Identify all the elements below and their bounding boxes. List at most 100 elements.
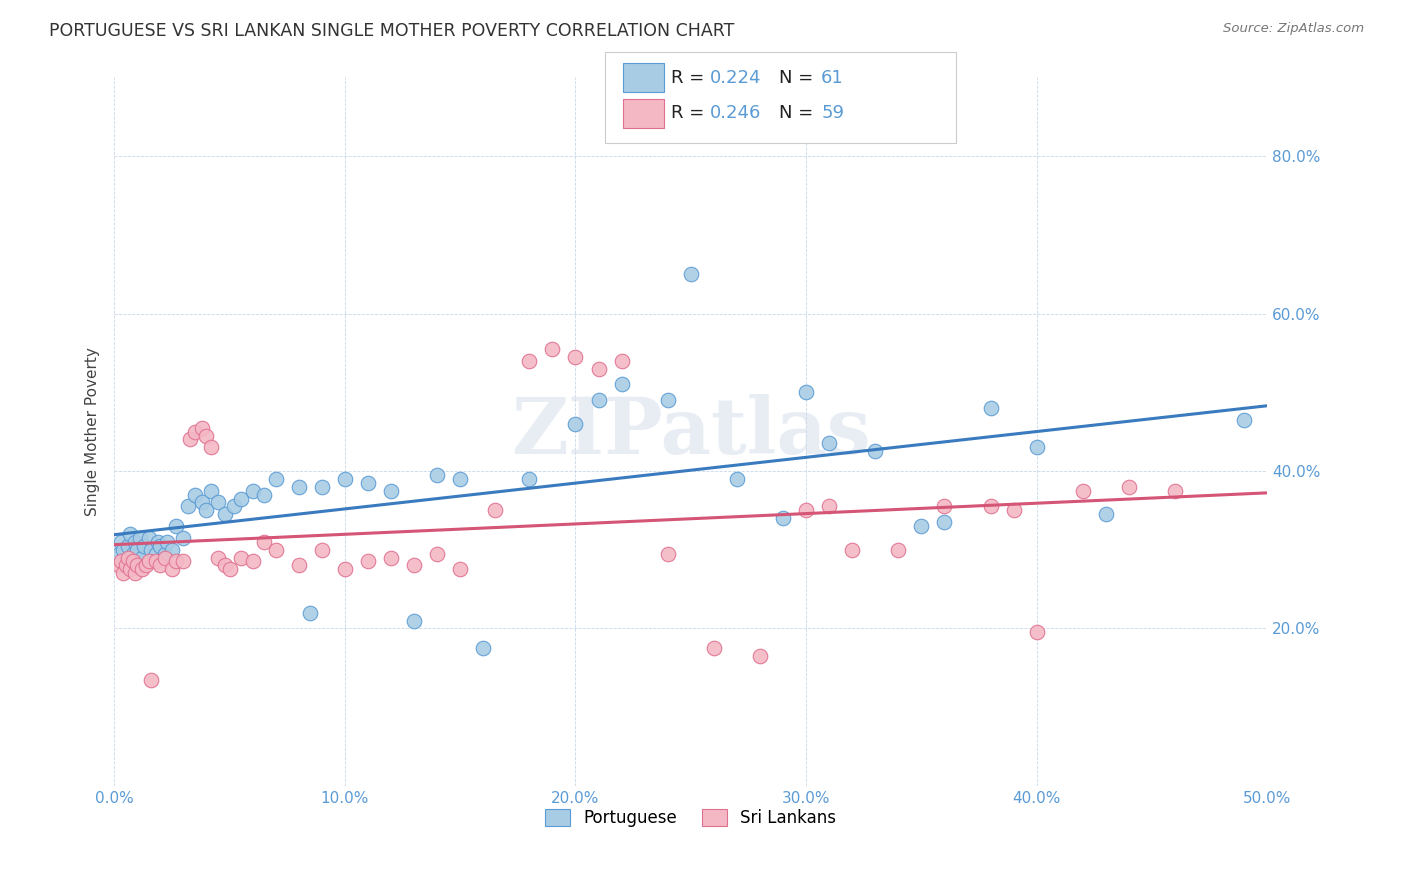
Point [139,673,162,687]
Point [139,542,162,557]
Point [166,554,188,568]
Point [980,401,1002,415]
Point [117,550,139,565]
Point [426,467,449,482]
Point [153,547,176,561]
Point [934,515,956,529]
Point [128,531,150,545]
Point [311,480,333,494]
Point [517,353,540,368]
Point [657,547,679,561]
Point [299,606,322,620]
Point [472,641,495,656]
Point [610,353,633,368]
Point [449,472,471,486]
Point [1002,503,1025,517]
Point [138,531,160,545]
Point [184,487,207,501]
Point [195,428,218,442]
Point [517,472,540,486]
Point [131,550,153,565]
Point [818,500,841,514]
Point [264,472,287,486]
Point [357,475,380,490]
Point [749,648,772,663]
Y-axis label: Single Mother Poverty: Single Mother Poverty [86,347,100,516]
Point [311,542,333,557]
Point [146,534,169,549]
Point [127,558,149,573]
Point [449,562,471,576]
Point [135,558,157,573]
Point [138,554,160,568]
Text: R =: R = [671,69,710,87]
Point [402,614,425,628]
Point [207,495,229,509]
Text: N =: N = [779,69,818,87]
Point [253,487,276,501]
Point [818,436,841,450]
Point [214,508,236,522]
Point [1118,480,1140,494]
Point [287,480,309,494]
Point [287,558,309,573]
Point [160,542,183,557]
Point [160,562,183,576]
Point [264,542,287,557]
Point [380,550,402,565]
Point [191,420,214,434]
Point [380,483,402,498]
Text: Source: ZipAtlas.com: Source: ZipAtlas.com [1223,22,1364,36]
Point [725,472,748,486]
Point [1025,625,1047,640]
Point [107,547,129,561]
Point [131,562,153,576]
Point [149,558,172,573]
Point [588,361,610,376]
Point [110,534,132,549]
Point [172,531,194,545]
Point [865,444,887,458]
Point [887,542,910,557]
Legend: Portuguese, Sri Lankans: Portuguese, Sri Lankans [538,803,844,834]
Point [200,441,222,455]
Point [145,547,167,561]
Point [110,554,132,568]
Point [120,562,142,576]
Point [184,425,207,439]
Text: PORTUGUESE VS SRI LANKAN SINGLE MOTHER POVERTY CORRELATION CHART: PORTUGUESE VS SRI LANKAN SINGLE MOTHER P… [49,22,734,40]
Point [124,534,146,549]
Point [1071,483,1094,498]
Point [224,500,246,514]
Point [121,554,143,568]
Point [127,542,149,557]
Point [207,550,229,565]
Point [153,550,176,565]
Point [242,483,264,498]
Point [200,483,222,498]
Point [841,542,863,557]
Point [179,433,201,447]
Text: N =: N = [779,104,818,122]
Point [426,547,449,561]
Point [910,519,932,533]
Point [114,558,136,573]
Point [195,503,218,517]
Point [253,534,276,549]
Point [229,491,252,506]
Point [112,542,135,557]
Point [214,558,236,573]
Point [166,519,188,533]
Point [120,527,142,541]
Point [242,554,264,568]
Point [357,554,380,568]
Point [794,385,817,400]
Point [541,342,564,356]
Point [772,511,794,525]
Text: 0.224: 0.224 [710,69,762,87]
Point [149,539,172,553]
Text: 61: 61 [821,69,844,87]
Point [1025,441,1047,455]
Point [107,558,129,573]
Point [1095,508,1118,522]
